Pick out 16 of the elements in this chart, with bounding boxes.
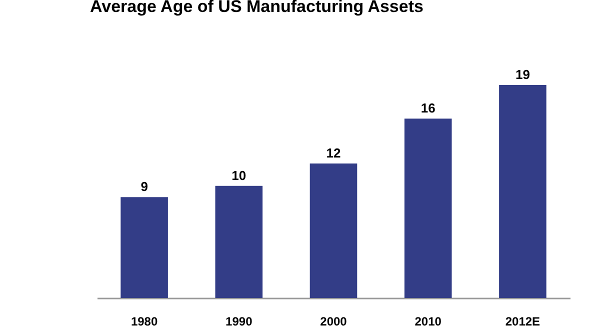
x-tick-label: 1990 bbox=[226, 314, 253, 328]
x-tick-label: 2012E bbox=[505, 314, 540, 328]
x-tick-label: 2010 bbox=[414, 314, 442, 328]
x-tick-label: 1980 bbox=[130, 314, 158, 328]
data-label: 12 bbox=[326, 145, 341, 160]
bar bbox=[120, 197, 168, 298]
bar bbox=[310, 163, 358, 298]
bar bbox=[499, 85, 546, 298]
data-label: 10 bbox=[232, 168, 246, 183]
bar bbox=[215, 186, 263, 298]
data-label: 9 bbox=[140, 179, 148, 194]
bar bbox=[404, 118, 452, 298]
x-tick-label: 2000 bbox=[320, 314, 348, 328]
data-label: 19 bbox=[515, 67, 530, 82]
data-label: 16 bbox=[420, 100, 436, 116]
chart-title: Average Age of US Manufacturing Assets bbox=[90, 0, 424, 16]
